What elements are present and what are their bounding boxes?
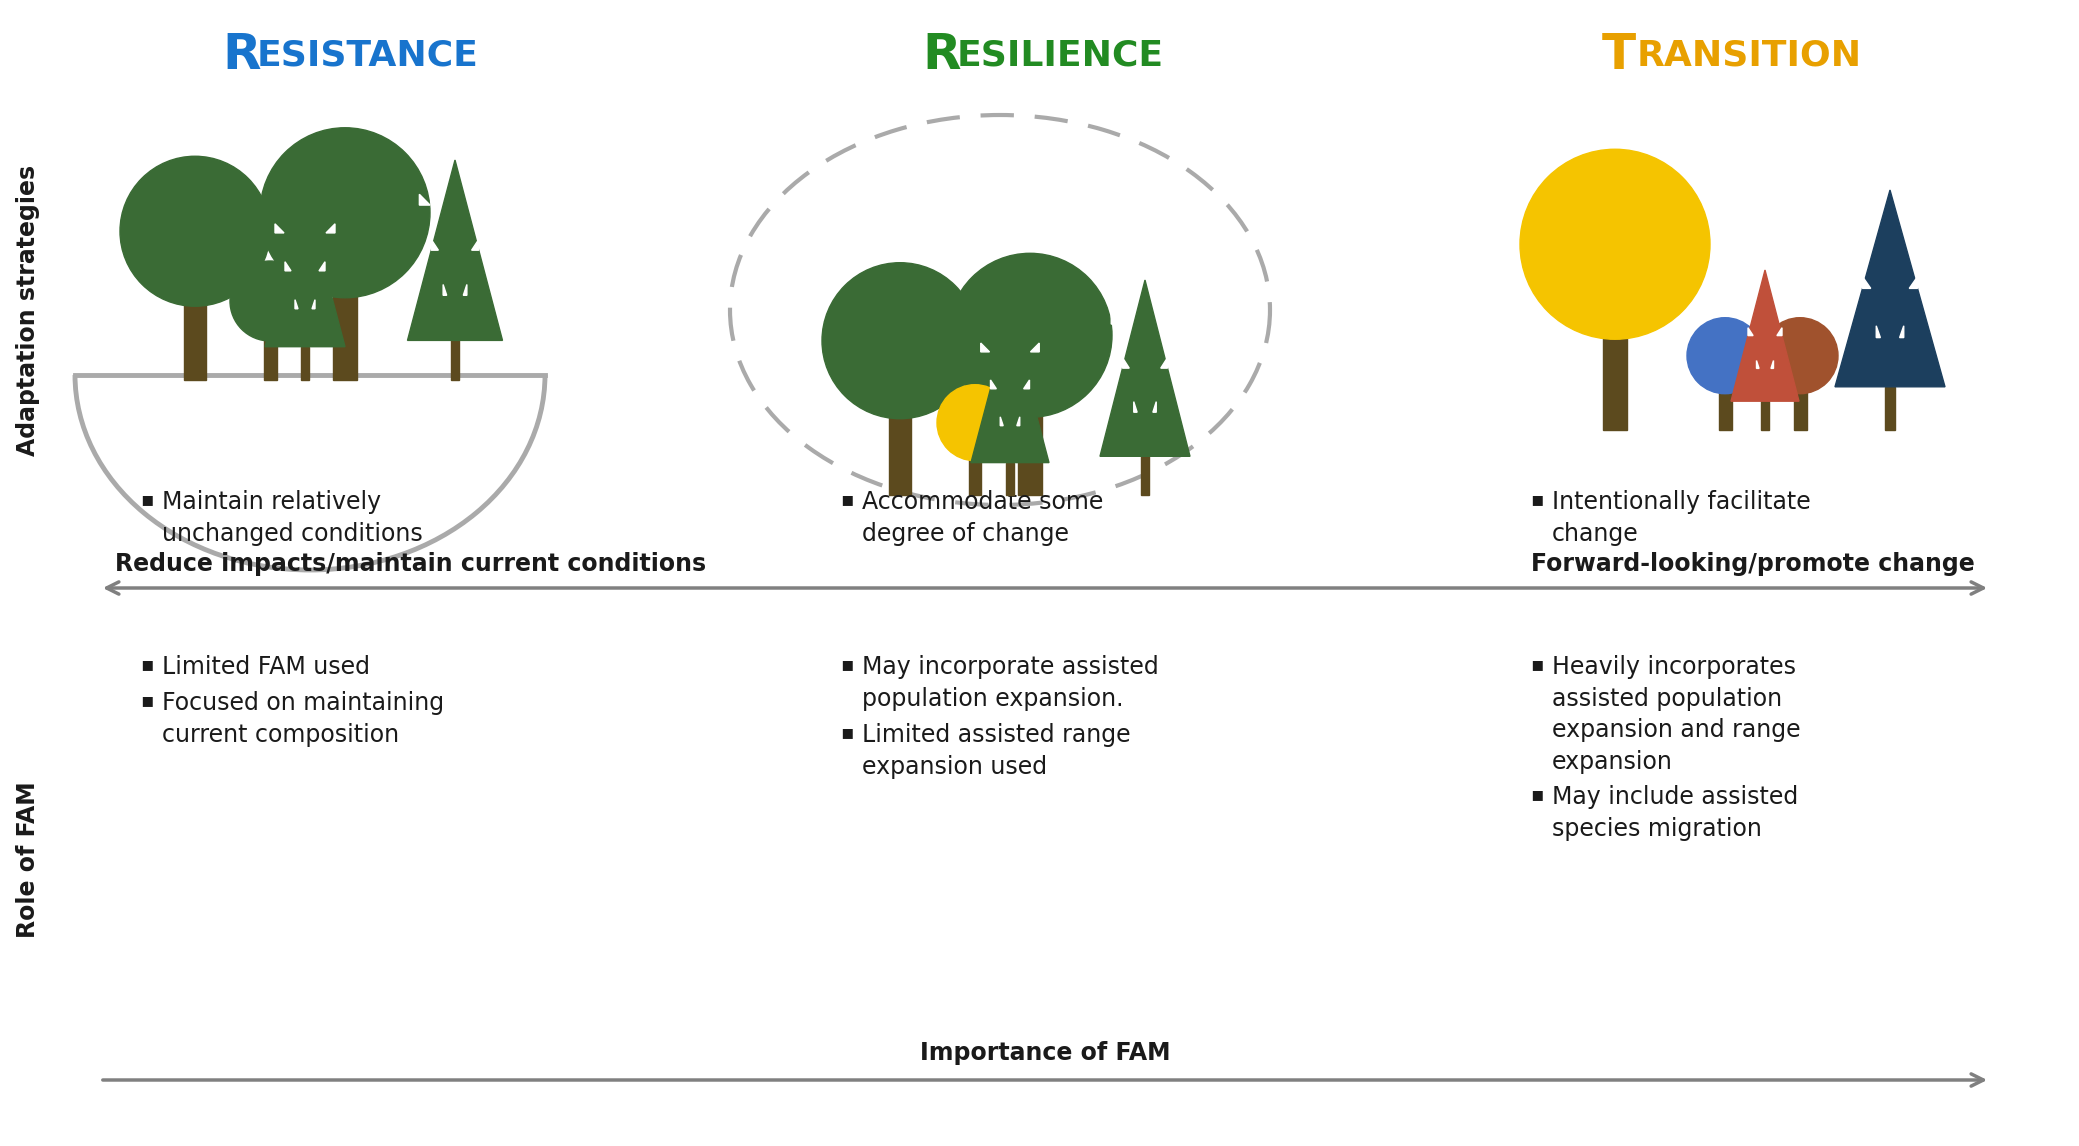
Polygon shape	[472, 240, 478, 250]
Text: Accommodate some
degree of change: Accommodate some degree of change	[863, 490, 1104, 545]
Polygon shape	[1133, 401, 1137, 413]
Text: Importance of FAM: Importance of FAM	[919, 1041, 1170, 1065]
Bar	[1886, 387, 1894, 430]
Bar	[1794, 388, 1807, 430]
Polygon shape	[1017, 417, 1021, 425]
Polygon shape	[407, 160, 503, 340]
Bar	[1603, 325, 1628, 430]
Polygon shape	[1848, 227, 1861, 240]
Text: Maintain relatively
unchanged conditions: Maintain relatively unchanged conditions	[162, 490, 422, 545]
Bar	[264, 335, 277, 380]
Text: ▪: ▪	[1530, 656, 1543, 674]
Circle shape	[121, 156, 270, 306]
Polygon shape	[1757, 361, 1759, 368]
Polygon shape	[1875, 325, 1879, 338]
Circle shape	[231, 261, 310, 342]
Text: Limited assisted range
expansion used: Limited assisted range expansion used	[863, 723, 1131, 778]
Polygon shape	[1784, 295, 1790, 303]
Bar	[1719, 388, 1732, 430]
Polygon shape	[464, 284, 468, 296]
Polygon shape	[990, 380, 996, 388]
Polygon shape	[1740, 295, 1746, 303]
Polygon shape	[285, 261, 291, 270]
Bar	[301, 347, 310, 380]
Text: Forward-looking/promote change: Forward-looking/promote change	[1532, 552, 1975, 576]
Text: ▪: ▪	[840, 490, 854, 509]
Polygon shape	[420, 195, 430, 205]
Polygon shape	[1100, 280, 1189, 456]
Circle shape	[1520, 149, 1711, 339]
Polygon shape	[1154, 401, 1156, 413]
Polygon shape	[480, 195, 491, 205]
Text: Role of FAM: Role of FAM	[17, 782, 40, 939]
Text: May incorporate assisted
population expansion.: May incorporate assisted population expa…	[863, 656, 1158, 711]
Text: Heavily incorporates
assisted population
expansion and range
expansion: Heavily incorporates assisted population…	[1553, 656, 1800, 774]
Text: ▪: ▪	[139, 490, 154, 509]
Bar	[333, 285, 358, 380]
Circle shape	[1686, 317, 1763, 394]
Polygon shape	[264, 195, 345, 347]
Text: ▪: ▪	[840, 723, 854, 741]
Text: RANSITION: RANSITION	[1636, 38, 1861, 72]
Circle shape	[821, 262, 977, 418]
Polygon shape	[1000, 417, 1004, 425]
Polygon shape	[443, 284, 447, 296]
Polygon shape	[1900, 325, 1904, 338]
Bar	[1141, 456, 1150, 495]
Circle shape	[948, 253, 1112, 417]
Circle shape	[938, 385, 1012, 461]
Circle shape	[1763, 317, 1838, 394]
Polygon shape	[326, 223, 335, 233]
Text: Adaptation strategies: Adaptation strategies	[17, 164, 40, 456]
Polygon shape	[1863, 276, 1871, 289]
Text: ▪: ▪	[139, 656, 154, 674]
Polygon shape	[430, 240, 439, 250]
Bar	[451, 340, 459, 380]
Polygon shape	[312, 299, 316, 308]
Text: ▪: ▪	[1530, 785, 1543, 804]
Polygon shape	[1031, 343, 1040, 352]
Polygon shape	[1771, 361, 1773, 368]
Text: ESISTANCE: ESISTANCE	[256, 38, 478, 72]
Polygon shape	[1123, 358, 1129, 368]
Bar	[969, 455, 981, 495]
Polygon shape	[1168, 314, 1179, 324]
Bar	[1761, 401, 1769, 430]
Text: ▪: ▪	[1530, 490, 1543, 509]
Text: ▪: ▪	[840, 656, 854, 674]
Text: T: T	[1603, 31, 1636, 79]
Text: Focused on maintaining
current composition: Focused on maintaining current compositi…	[162, 691, 445, 746]
Text: Limited FAM used: Limited FAM used	[162, 656, 370, 678]
Polygon shape	[295, 299, 297, 308]
Polygon shape	[1112, 314, 1121, 324]
Polygon shape	[1160, 358, 1168, 368]
Text: ▪: ▪	[139, 691, 154, 711]
Text: R: R	[923, 31, 960, 79]
Polygon shape	[1836, 190, 1946, 387]
Polygon shape	[981, 343, 990, 352]
Bar	[185, 295, 206, 380]
Circle shape	[260, 127, 430, 298]
Polygon shape	[1909, 276, 1917, 289]
Polygon shape	[1023, 380, 1029, 388]
Polygon shape	[274, 223, 285, 233]
Bar	[1006, 463, 1015, 495]
Bar	[890, 407, 911, 495]
Text: Intentionally facilitate
change: Intentionally facilitate change	[1553, 490, 1811, 545]
Text: Reduce impacts/maintain current conditions: Reduce impacts/maintain current conditio…	[114, 552, 707, 576]
Polygon shape	[1748, 328, 1753, 336]
Polygon shape	[318, 261, 324, 270]
Bar	[1019, 405, 1042, 495]
Polygon shape	[1732, 270, 1798, 401]
Text: May include assisted
species migration: May include assisted species migration	[1553, 785, 1798, 841]
Polygon shape	[971, 315, 1050, 463]
Polygon shape	[1778, 328, 1782, 336]
Polygon shape	[1919, 227, 1931, 240]
Text: R: R	[222, 31, 260, 79]
Text: ESILIENCE: ESILIENCE	[956, 38, 1164, 72]
